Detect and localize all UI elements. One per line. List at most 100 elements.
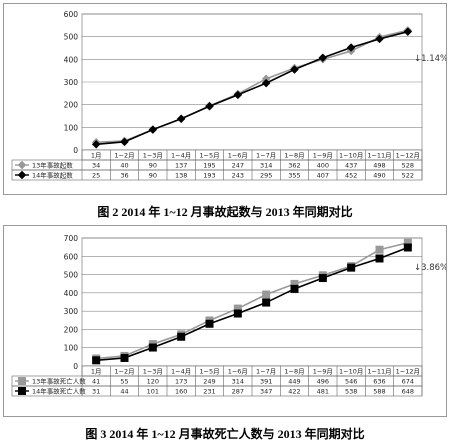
x-tick-label: 1~11月 [367, 368, 391, 376]
chart-panel-deaths: 0 100 200 300 400 500 600 700 ↓3.86% 1月 1~2月 1~3月 1~… [0, 222, 450, 443]
data-label: 498 [373, 162, 385, 170]
y-tick-label: 200 [64, 325, 79, 334]
data-label: 34 [92, 162, 100, 170]
data-point [120, 353, 129, 362]
x-tick-label: 1~3月 [143, 152, 163, 160]
data-label: 407 [317, 172, 329, 180]
legend-label: 14年事故起数 [32, 171, 73, 180]
data-label: 422 [288, 388, 300, 396]
data-point [176, 114, 186, 124]
data-label: 173 [175, 378, 187, 386]
data-point [375, 34, 384, 44]
y-tick-label: 400 [64, 289, 79, 298]
data-point [290, 65, 299, 74]
data-label: 496 [317, 378, 329, 386]
data-label: 243 [232, 172, 244, 180]
data-label: 437 [345, 162, 357, 170]
legend-label: 14年事故死亡人数 [32, 387, 86, 396]
data-label: 295 [260, 172, 272, 180]
table-series-row [11, 385, 423, 397]
data-label: 588 [373, 388, 385, 396]
legend-marker [17, 170, 27, 180]
data-label: 490 [373, 172, 385, 180]
data-point [205, 101, 214, 111]
y-tick-label: 200 [64, 101, 79, 110]
x-tick-label: 1~4月 [171, 152, 191, 160]
x-tick-label: 1~12月 [396, 152, 420, 160]
data-label: 120 [147, 378, 159, 386]
data-label: 452 [345, 172, 357, 180]
data-label: 90 [149, 172, 157, 180]
data-label: 528 [402, 162, 414, 170]
data-label: 538 [345, 388, 357, 396]
data-point [318, 274, 327, 283]
change-annotation: ↓1.14% [414, 54, 446, 64]
x-tick-label: 1~6月 [228, 152, 248, 160]
x-tick-label: 1~7月 [256, 152, 276, 160]
series-line [96, 246, 409, 362]
data-label: 648 [402, 388, 414, 396]
x-tick-label: 1~2月 [114, 368, 134, 376]
data-label: 138 [175, 172, 187, 180]
chart-frame: 0 100 200 300 400 500 600 ↓1.14% 1月 1~2月 1~3月 1~4月 1… [3, 3, 448, 195]
x-tick-label: 1~9月 [313, 152, 333, 160]
data-point [233, 90, 243, 100]
data-point [148, 125, 158, 134]
chart-svg-deaths: 0 100 200 300 400 500 600 700 ↓3.86% 1月 1~2月 1~3月 1~… [11, 234, 448, 397]
table-series-row [11, 159, 423, 171]
data-point [403, 243, 412, 252]
y-tick-label: 500 [64, 33, 79, 42]
data-label: 195 [203, 162, 215, 170]
series-line [96, 30, 409, 146]
data-label: 101 [147, 388, 159, 396]
x-tick-label: 1~6月 [228, 368, 248, 376]
data-label: 355 [288, 172, 300, 180]
data-point [262, 298, 271, 307]
data-label: 193 [203, 172, 215, 180]
chart-frame: 0 100 200 300 400 500 600 700 ↓3.86% 1月 1~2月 1~3月 1~… [3, 225, 448, 417]
data-label: 481 [317, 388, 329, 396]
x-tick-label: 1~10月 [339, 368, 363, 376]
y-tick-label: 300 [64, 307, 79, 316]
data-label: 41 [92, 378, 100, 386]
data-label: 55 [120, 378, 128, 386]
data-label: 314 [232, 378, 244, 386]
data-point [403, 27, 413, 37]
data-label: 362 [288, 162, 300, 170]
legend-marker [17, 160, 27, 170]
data-label: 160 [175, 388, 187, 396]
x-tick-label: 1~8月 [284, 152, 304, 160]
legend-marker [18, 377, 26, 385]
data-label: 36 [120, 172, 128, 180]
chart-caption: 图 2 2014 年 1~12 月事故起数与 2013 年同期对比 [97, 205, 353, 219]
change-annotation: ↓3.86% [414, 263, 446, 273]
y-tick-label: 100 [64, 123, 79, 132]
data-label: 247 [232, 162, 244, 170]
x-tick-label: 1~12月 [396, 368, 420, 376]
data-label: 31 [92, 388, 100, 396]
data-label: 137 [175, 162, 187, 170]
data-point [261, 78, 271, 88]
data-point [318, 53, 328, 63]
data-point [375, 254, 384, 263]
y-tick-label: 0 [73, 146, 78, 155]
y-tick-label: 600 [64, 252, 79, 261]
x-tick-label: 1~3月 [143, 368, 163, 376]
data-label: 249 [203, 378, 215, 386]
data-point [91, 139, 101, 149]
data-point [148, 343, 157, 352]
series-line [96, 29, 409, 144]
data-label: 391 [260, 378, 272, 386]
x-tick-label: 1~5月 [199, 368, 219, 376]
legend-label: 13年事故死亡人数 [32, 377, 86, 386]
data-label: 44 [120, 388, 128, 396]
data-point [375, 245, 384, 254]
data-label: 287 [232, 388, 244, 396]
y-tick-label: 600 [64, 10, 79, 19]
y-tick-label: 500 [64, 271, 79, 280]
data-label: 546 [345, 378, 357, 386]
data-label: 40 [120, 162, 128, 170]
data-point [262, 290, 271, 299]
data-label: 522 [402, 172, 414, 180]
x-tick-label: 1~11月 [367, 152, 391, 160]
